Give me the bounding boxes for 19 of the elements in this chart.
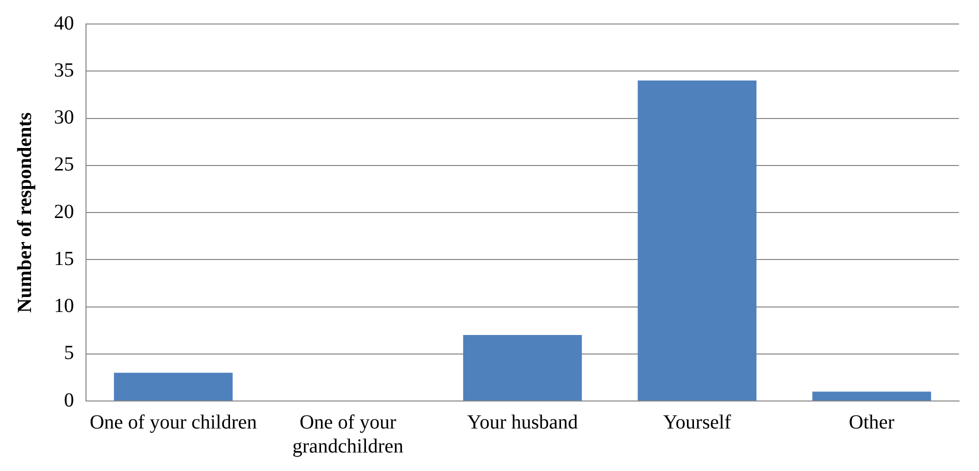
bar (812, 392, 932, 400)
x-tick-label: Your husband (467, 411, 578, 434)
bar (463, 335, 582, 400)
bar (638, 80, 756, 400)
y-tick-label: 10 (54, 295, 74, 317)
y-tick-label: 30 (54, 106, 74, 128)
x-tick-label: One of your children (90, 411, 257, 434)
y-tick-label: 0 (64, 389, 74, 412)
x-tick-label: One of your grandchildren (292, 411, 404, 458)
y-tick-label: 40 (54, 12, 74, 34)
y-tick-label: 25 (54, 154, 74, 176)
bar (114, 372, 233, 400)
x-tick-label: Other (848, 411, 895, 434)
y-axis-title: Number of respondents (14, 112, 36, 313)
y-tick-label: 5 (64, 342, 74, 364)
y-tick-label: 35 (54, 59, 74, 82)
y-tick-label: 20 (54, 200, 74, 223)
y-tick-label: 15 (54, 248, 74, 270)
x-tick-label: Yourself (663, 411, 732, 434)
